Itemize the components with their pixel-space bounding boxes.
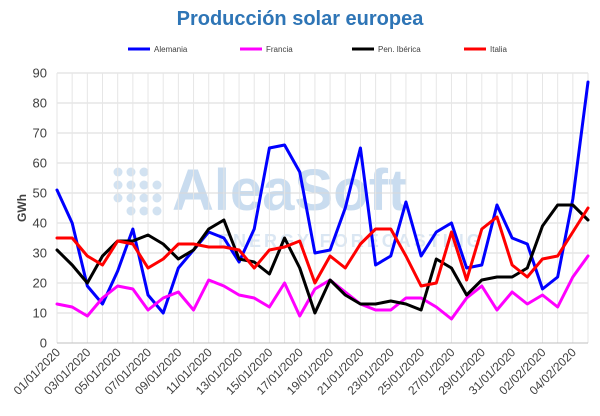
watermark-dot (152, 206, 162, 216)
legend-label: Francia (266, 45, 293, 54)
y-tick-label: 80 (33, 96, 47, 111)
watermark-dot (126, 180, 136, 190)
series-line-pen-ib-rica (55, 203, 590, 315)
legend-label: Pen. Ibérica (378, 45, 421, 54)
watermark-dot (139, 167, 149, 177)
watermark-dot (126, 206, 136, 216)
watermark-dot (126, 167, 136, 177)
watermark-logo-icon (113, 167, 162, 216)
chart-title: Producción solar europea (176, 8, 424, 30)
watermark-tagline: ENERGY FORECASTING (218, 231, 484, 251)
y-tick-label: 30 (33, 246, 47, 261)
y-tick-label: 60 (33, 156, 47, 171)
series-line-francia (55, 254, 590, 321)
watermark-dot (126, 193, 136, 203)
series-lines (55, 80, 590, 321)
y-tick-label: 40 (33, 216, 47, 231)
legend-label: Alemania (154, 45, 188, 54)
x-axis: 01/01/202003/01/202005/01/202007/01/2020… (11, 345, 579, 398)
series-line-alemania (55, 80, 590, 315)
watermark-dot (152, 193, 162, 203)
watermark-dot (139, 206, 149, 216)
y-tick-label: 20 (33, 276, 47, 291)
y-tick-label: 90 (33, 66, 47, 81)
y-axis: 0 10 20 30 40 50 60 70 80 90 (33, 66, 47, 351)
y-tick-label: 0 (40, 336, 47, 351)
y-tick-label: 70 (33, 126, 47, 141)
watermark-dot (139, 193, 149, 203)
legend-label: Italia (490, 45, 507, 54)
watermark-brand: AleaSoft (172, 158, 407, 223)
y-axis-title: GWh (15, 194, 29, 222)
legend: Alemania Francia Pen. Ibérica Italia (128, 45, 507, 54)
grid (56, 72, 589, 344)
y-tick-label: 10 (33, 306, 47, 321)
watermark-dot (152, 180, 162, 190)
watermark-dot (139, 180, 149, 190)
y-tick-label: 50 (33, 186, 47, 201)
series-line-italia (55, 206, 590, 288)
